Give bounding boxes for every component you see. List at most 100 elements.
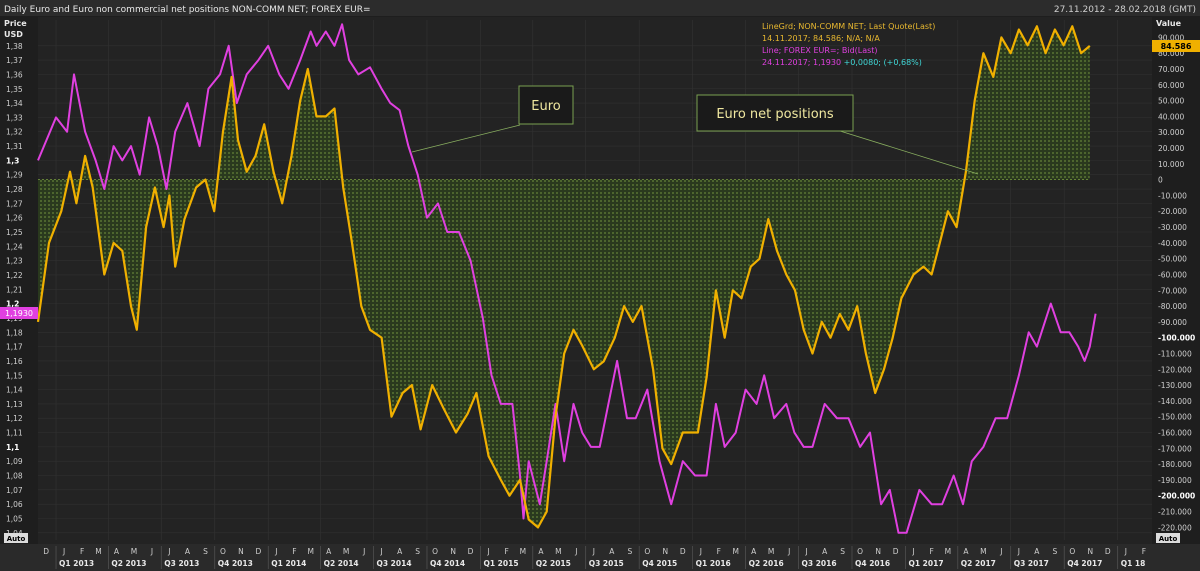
value-tick-label: 70.000: [1158, 65, 1184, 74]
value-tick-label: -200.000: [1158, 492, 1195, 501]
month-tick-label: A: [609, 547, 615, 556]
net-positions-line: [36, 25, 1091, 529]
month-tick-label: F: [717, 547, 721, 556]
month-tick-label: O: [220, 547, 226, 556]
value-axis-ticks: 90.000 80.000 70.000 60.000 50.000 40.000 30.0…: [1158, 33, 1195, 532]
month-tick-label: N: [875, 547, 881, 556]
net-callout-line: [839, 130, 979, 175]
price-axis-title: Price: [4, 19, 27, 28]
net-positions-fill: [38, 26, 1090, 528]
month-tick-label: A: [963, 547, 969, 556]
month-tick-label: A: [185, 547, 191, 556]
month-tick-label: J: [274, 547, 277, 556]
month-tick-label: J: [1124, 547, 1127, 556]
price-tick-label: 1,3: [6, 156, 19, 165]
value-tick-label: -110.000: [1158, 349, 1192, 358]
x-axis-panel: [0, 544, 1200, 571]
month-tick-label: S: [203, 547, 208, 556]
month-tick-label: D: [680, 547, 686, 556]
euro-price-line: [37, 23, 1097, 534]
header-bar: [0, 0, 1200, 16]
value-tick-label: -220.000: [1158, 523, 1192, 532]
value-tick-label: 10.000: [1158, 160, 1184, 169]
month-tick-label: J: [787, 547, 790, 556]
month-tick-label: M: [945, 547, 951, 556]
value-tick-label: -70.000: [1158, 286, 1187, 295]
euro-callout-label: Euro: [531, 99, 561, 114]
right-auto-button[interactable]: [1156, 533, 1180, 543]
month-tick-label: A: [397, 547, 403, 556]
value-tick-label: 90.000: [1158, 33, 1184, 42]
net-callout-box: [696, 94, 854, 132]
value-tick-label: -120.000: [1158, 365, 1192, 374]
month-tick-label: O: [644, 547, 650, 556]
quarter-tick-label: Q1 2015: [483, 559, 518, 568]
month-tick-label: O: [432, 547, 438, 556]
month-tick-label: J: [999, 547, 1002, 556]
price-tick-label: 1,35: [6, 85, 23, 94]
quarter-tick-label: Q3 2014: [376, 559, 411, 568]
month-tick-label: M: [307, 547, 313, 556]
euro-callout-box: [518, 85, 574, 125]
net-positions-area: [38, 26, 1090, 528]
quarter-tick-label: Q4 2016: [855, 559, 890, 568]
quarter-tick-label: Q1 2014: [271, 559, 306, 568]
left-auto-button[interactable]: [4, 533, 28, 543]
month-tick-label: M: [768, 547, 774, 556]
price-axis-ticks: 1,38 1,37 1,36 1,35 1,34 1,33 1,32 1,31 1,3 1,29 1…: [6, 42, 23, 538]
quarter-tick-label: Q1 2016: [696, 559, 731, 568]
series-lines: [36, 23, 1097, 534]
value-tick-label: -150.000: [1158, 413, 1192, 422]
month-tick-label: F: [929, 547, 933, 556]
quarter-tick-label: Q4 2015: [642, 559, 677, 568]
month-tick-label: D: [255, 547, 261, 556]
quarter-tick-label: Q4 2017: [1067, 559, 1102, 568]
net-last-label: 84.586: [1161, 42, 1192, 51]
month-tick-label: F: [292, 547, 296, 556]
value-tick-label: 50.000: [1158, 97, 1184, 106]
month-tick-label: J: [362, 547, 365, 556]
quarter-tick-label: Q2 2014: [324, 559, 359, 568]
price-tick-label: 1,2: [6, 300, 19, 309]
price-last-marker: [0, 307, 38, 319]
month-tick-label: M: [555, 547, 561, 556]
month-tick-label: F: [504, 547, 508, 556]
value-tick-label: -60.000: [1158, 270, 1187, 279]
quarter-tick-label: Q3 2013: [164, 559, 199, 568]
price-tick-label: 1,11: [6, 429, 23, 438]
price-tick-label: 1,1: [6, 443, 19, 452]
price-tick-label: 1,24: [6, 242, 23, 251]
price-tick-label: 1,31: [6, 142, 23, 151]
price-tick-label: 1,18: [6, 328, 23, 337]
value-tick-label: -10.000: [1158, 191, 1187, 200]
chart-title: Daily Euro and Euro non commercial net p…: [4, 5, 371, 15]
price-tick-label: 1,09: [6, 457, 23, 466]
quarter-tick-label: Q2 2017: [961, 559, 996, 568]
quarter-tick-label: Q2 2015: [536, 559, 571, 568]
price-tick-label: 1,05: [6, 515, 23, 524]
month-tick-label: O: [857, 547, 863, 556]
legend-line-4: 24.11.2017; 1,1930 +0,0080; (+0,68%): [762, 58, 922, 67]
quarter-tick-label: Q3 2017: [1014, 559, 1049, 568]
value-tick-label: 40.000: [1158, 112, 1184, 121]
month-tick-label: M: [343, 547, 349, 556]
month-tick-label: M: [980, 547, 986, 556]
value-tick-label: -210.000: [1158, 508, 1192, 517]
value-tick-label: -160.000: [1158, 429, 1192, 438]
value-tick-label: 0: [1158, 176, 1163, 185]
value-tick-label: -80.000: [1158, 302, 1187, 311]
month-tick-label: J: [805, 547, 808, 556]
month-tick-label: J: [1017, 547, 1020, 556]
month-tick-label: J: [574, 547, 577, 556]
month-tick-label: S: [840, 547, 845, 556]
value-tick-label: -30.000: [1158, 223, 1187, 232]
price-last-label: 1,1930: [5, 309, 33, 318]
value-tick-label: -40.000: [1158, 239, 1187, 248]
price-tick-label: 1,26: [6, 214, 23, 223]
quarter-tick-label: Q2 2016: [749, 559, 784, 568]
month-tick-label: A: [326, 547, 332, 556]
price-tick-label: 1,12: [6, 414, 23, 423]
quarter-tick-label: Q4 2013: [218, 559, 253, 568]
